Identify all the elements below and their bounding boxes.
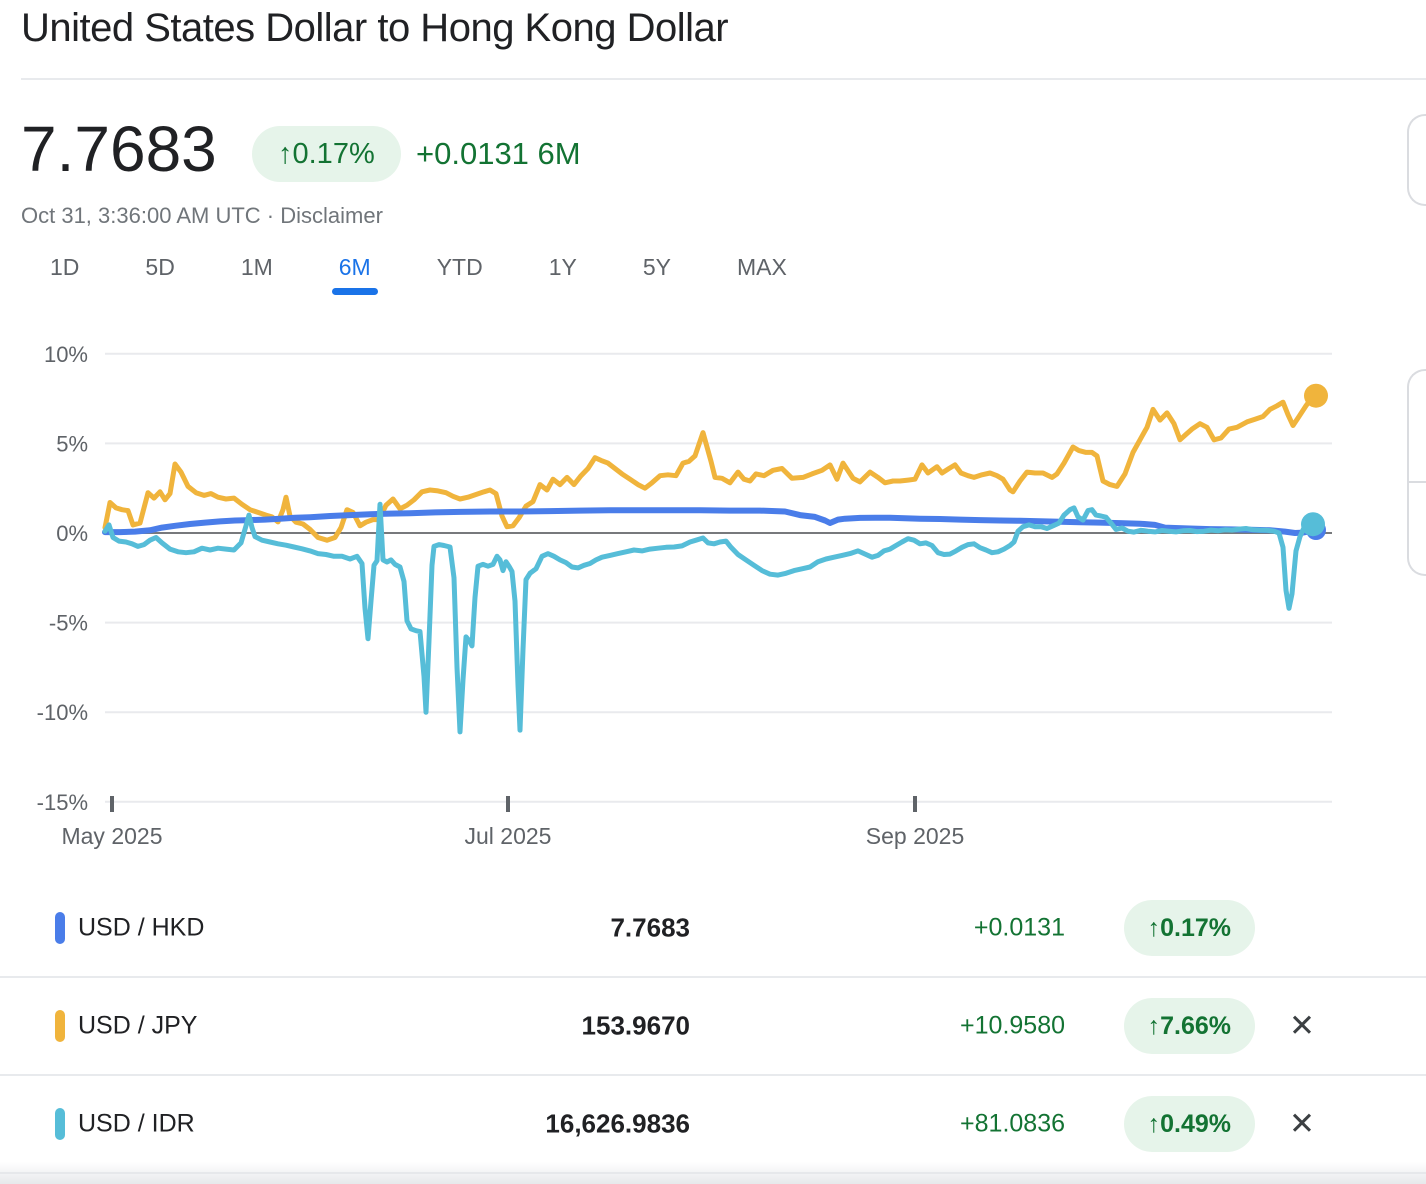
tab-5y[interactable]: 5Y [642, 254, 671, 280]
pair-value: 7.7683 [610, 912, 690, 943]
pair-label: USD / HKD [78, 913, 205, 942]
series-color-chip-hkd [55, 912, 65, 944]
percent-pill: ↑0.17% [1123, 900, 1255, 956]
svg-text:-15%: -15% [37, 790, 88, 815]
remove-comparison-icon[interactable]: ✕ [1280, 1102, 1324, 1146]
svg-text:May 2025: May 2025 [61, 823, 162, 849]
series-color-chip-idr [55, 1108, 65, 1140]
pair-value: 153.9670 [581, 1010, 690, 1041]
pair-label: USD / IDR [78, 1109, 195, 1138]
side-panel-card-bottom[interactable] [1407, 369, 1426, 576]
current-price: 7.7683 [21, 113, 217, 185]
percent-pill: ↑7.66% [1123, 998, 1255, 1054]
tab-1d[interactable]: 1D [50, 254, 80, 280]
remove-comparison-icon[interactable]: ✕ [1280, 1004, 1324, 1048]
tab-6m[interactable]: 6M [339, 254, 371, 295]
svg-text:-10%: -10% [37, 700, 88, 725]
disclaimer-link[interactable]: Disclaimer [280, 203, 383, 228]
comparison-table: USD / HKD 7.7683 +0.0131 ↑0.17% USD / JP… [0, 880, 1426, 1174]
tab-ytd[interactable]: YTD [436, 254, 483, 280]
quote-timestamp: Oct 31, 3:36:00 AM UTC · Disclaimer [21, 203, 383, 229]
tab-1m[interactable]: 1M [240, 254, 273, 280]
page-bottom-fade [0, 1162, 1426, 1184]
pair-change: +10.9580 [960, 1011, 1065, 1040]
comparison-chart[interactable]: 10% 5% 0% -5% -10% -15% May 2025 Jul 2025 Sep 20… [0, 322, 1426, 882]
tab-1y[interactable]: 1Y [548, 254, 577, 280]
side-panel-card-top[interactable] [1407, 114, 1426, 206]
series-color-chip-jpy [55, 1010, 65, 1042]
svg-text:10%: 10% [44, 342, 88, 367]
svg-text:5%: 5% [56, 431, 88, 456]
absolute-change-text: +0.0131 6M [416, 136, 581, 171]
percent-pill: ↑0.49% [1123, 1096, 1255, 1152]
svg-text:0%: 0% [56, 521, 88, 546]
tab-5d[interactable]: 5D [145, 254, 175, 280]
tab-max[interactable]: MAX [737, 254, 787, 280]
timestamp-text: Oct 31, 3:36:00 AM UTC [21, 203, 261, 228]
svg-text:Sep 2025: Sep 2025 [866, 823, 964, 849]
separator-dot: · [266, 203, 275, 228]
table-row-usd-hkd[interactable]: USD / HKD 7.7683 +0.0131 ↑0.17% [0, 880, 1426, 978]
range-tabs: 1D 5D 1M 6M YTD 1Y 5Y MAX [50, 254, 787, 295]
pair-change: +81.0836 [960, 1109, 1065, 1138]
pair-label: USD / JPY [78, 1011, 198, 1040]
chart-svg[interactable]: 10% 5% 0% -5% -10% -15% May 2025 Jul 2025 Sep 20… [0, 322, 1426, 882]
pair-value: 16,626.9836 [545, 1108, 690, 1139]
header-divider [21, 78, 1426, 80]
svg-text:Jul 2025: Jul 2025 [465, 823, 552, 849]
page-title: United States Dollar to Hong Kong Dollar [21, 6, 729, 50]
percent-change-badge: ↑0.17% [252, 126, 401, 182]
svg-text:-5%: -5% [49, 611, 88, 636]
pair-change: +0.0131 [973, 913, 1065, 942]
side-card-divider [1409, 481, 1426, 483]
table-row-usd-jpy[interactable]: USD / JPY 153.9670 +10.9580 ↑7.66% ✕ [0, 978, 1426, 1076]
table-row-usd-idr[interactable]: USD / IDR 16,626.9836 +81.0836 ↑0.49% ✕ [0, 1076, 1426, 1174]
